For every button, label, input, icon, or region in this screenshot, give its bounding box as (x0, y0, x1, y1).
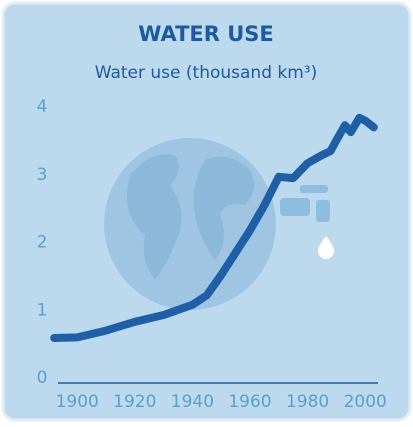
faucet (280, 185, 334, 259)
globe (104, 138, 276, 310)
y-tick-label: 4 (37, 97, 48, 117)
x-tick-label: 1940 (171, 392, 214, 412)
y-tick-label: 3 (37, 165, 48, 185)
y-tick-label: 0 (37, 368, 48, 388)
y-tick-label: 1 (37, 300, 48, 320)
y-tick-label: 2 (37, 233, 48, 253)
chart-subtitle: Water use (thousand km³) (95, 63, 318, 83)
x-tick-label: 1980 (286, 392, 329, 412)
x-tick-label: 1900 (56, 392, 99, 412)
chart-title: WATER USE (138, 22, 274, 46)
x-tick-label: 1960 (228, 392, 271, 412)
x-tick-label: 2000 (344, 392, 387, 412)
x-tick-label: 1920 (113, 392, 156, 412)
data-line (50, 113, 378, 342)
